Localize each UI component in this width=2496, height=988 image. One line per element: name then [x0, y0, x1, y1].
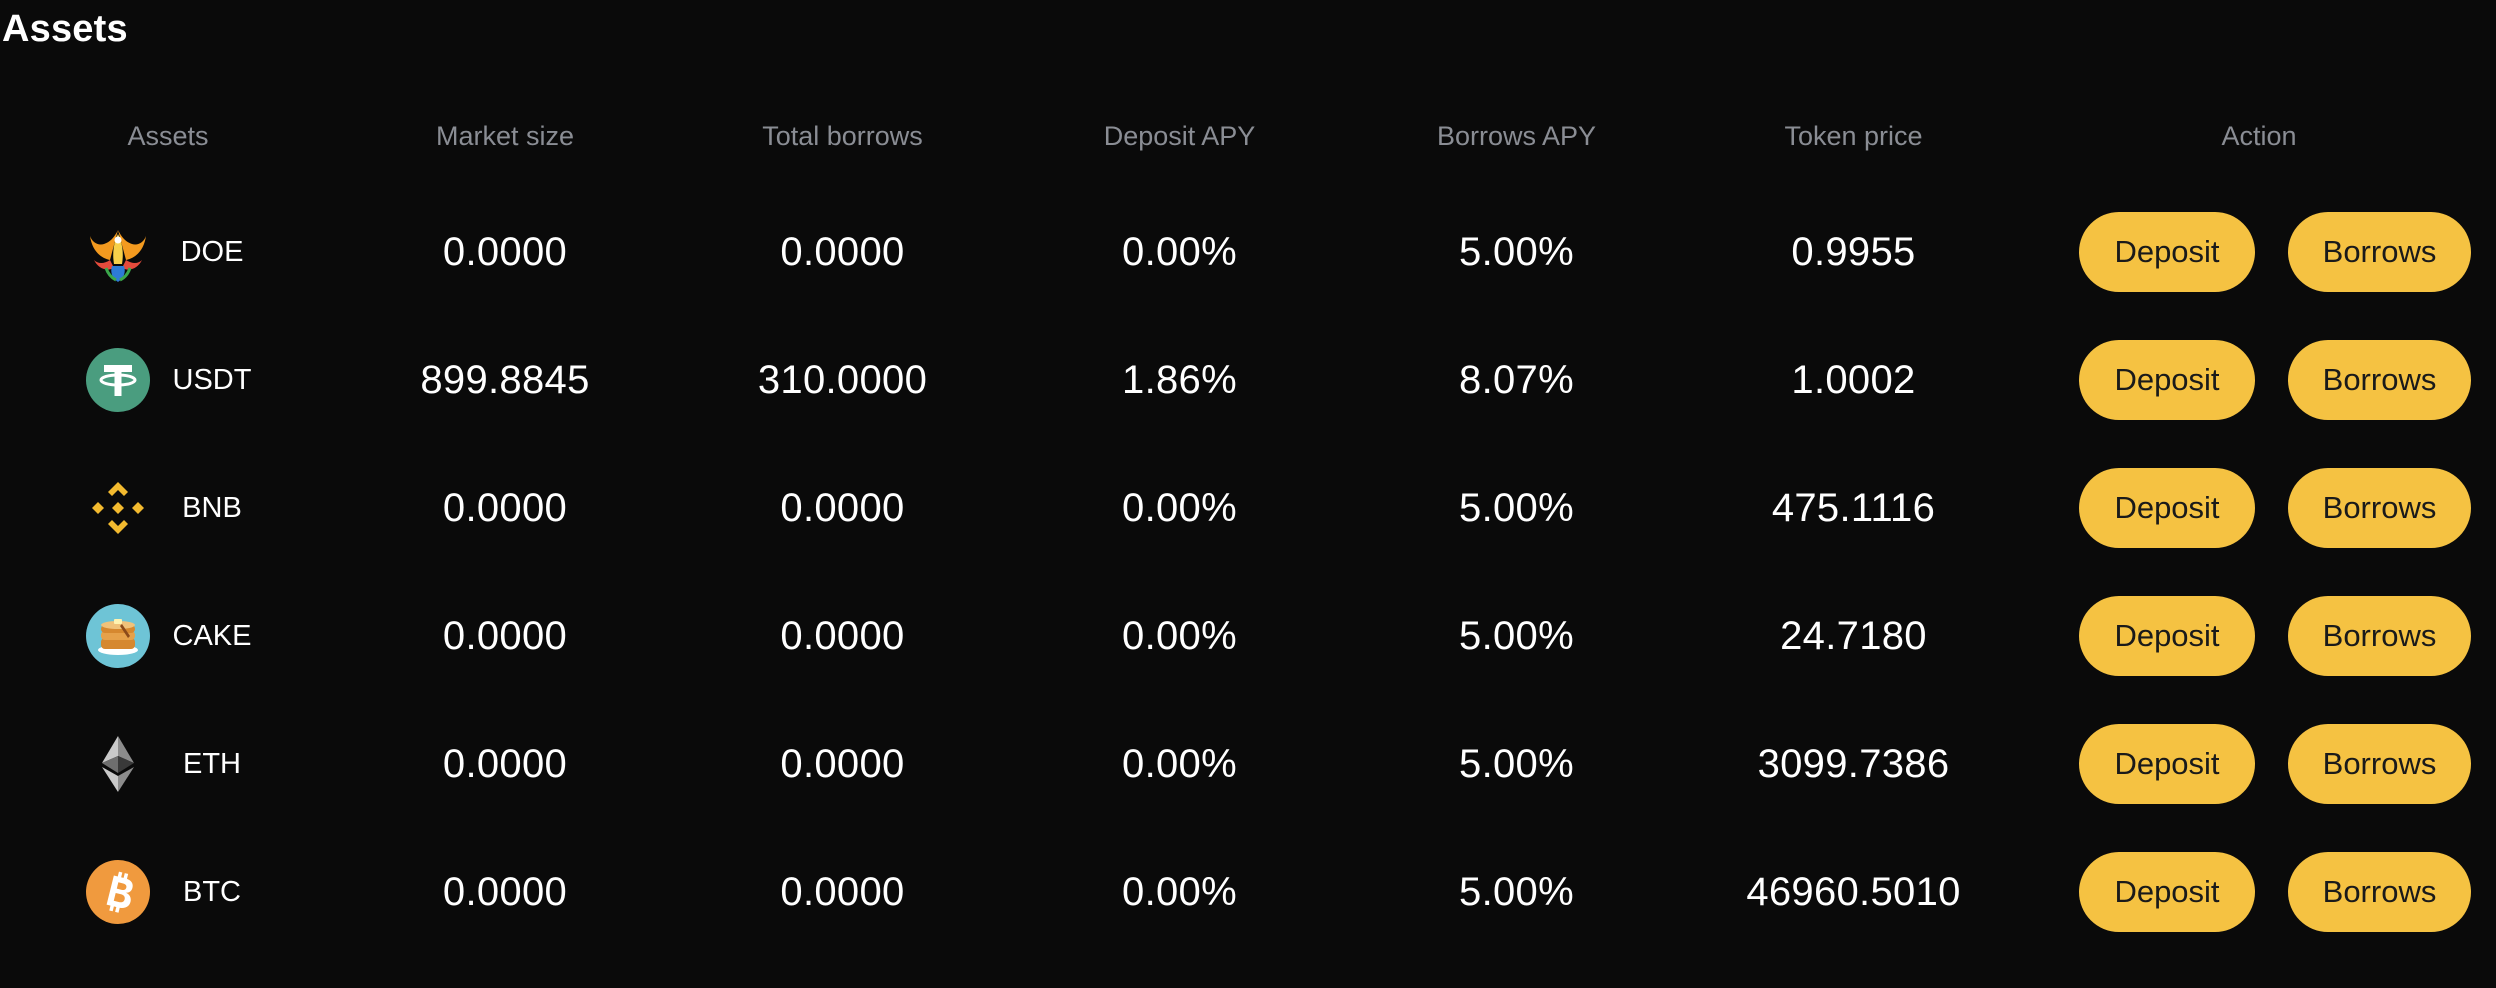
column-header-deposit-apy: Deposit APY	[1103, 121, 1256, 151]
token-price-cell: 475.1116	[1771, 485, 1936, 530]
total-borrows-cell: 0.0000	[780, 613, 905, 658]
deposit-button[interactable]: Deposit	[2079, 724, 2255, 804]
asset-cell: DOE	[0, 207, 336, 297]
token-price-cell: 0.9955	[1791, 229, 1916, 274]
column-header-borrows-apy: Borrows APY	[1436, 121, 1597, 151]
deposit-apy-cell: 1.86%	[1122, 357, 1237, 402]
table-row: CAKE 0.0000 0.0000 0.00% 5.00% 24.7180 D…	[0, 591, 2496, 681]
total-borrows-cell: 0.0000	[780, 485, 905, 530]
borrows-button[interactable]: Borrows	[2288, 596, 2471, 676]
deposit-button[interactable]: Deposit	[2079, 596, 2255, 676]
asset-name: ETH	[183, 748, 241, 780]
borrows-apy-cell: 8.07%	[1459, 357, 1574, 402]
table-row: BNB 0.0000 0.0000 0.00% 5.00% 475.1116 D…	[0, 463, 2496, 553]
deposit-button[interactable]: Deposit	[2079, 852, 2255, 932]
table-row: USDT 899.8845 310.0000 1.86% 8.07% 1.000…	[0, 335, 2496, 425]
market-size-cell: 0.0000	[442, 613, 568, 658]
total-borrows-cell: 0.0000	[780, 229, 905, 274]
borrows-apy-cell: 5.00%	[1459, 613, 1574, 658]
total-borrows-cell: 310.0000	[757, 357, 928, 402]
deposit-apy-cell: 0.00%	[1122, 485, 1237, 530]
doe-phoenix-icon	[90, 230, 146, 282]
page-title: Assets	[2, 8, 128, 50]
market-size-cell: 0.0000	[442, 485, 568, 530]
borrows-apy-cell: 5.00%	[1459, 229, 1574, 274]
borrows-apy-cell: 5.00%	[1459, 741, 1574, 786]
table-row: ETH 0.0000 0.0000 0.00% 5.00% 3099.7386 …	[0, 719, 2496, 809]
column-header-action: Action	[2221, 121, 2297, 151]
total-borrows-cell: 0.0000	[780, 869, 905, 914]
asset-name: CAKE	[172, 620, 252, 652]
asset-name: BTC	[183, 876, 241, 908]
borrows-apy-cell: 5.00%	[1459, 869, 1574, 914]
asset-name: USDT	[172, 364, 252, 396]
market-size-cell: 0.0000	[442, 869, 568, 914]
deposit-apy-cell: 0.00%	[1122, 613, 1237, 658]
deposit-button[interactable]: Deposit	[2079, 340, 2255, 420]
asset-cell: ETH	[0, 719, 336, 809]
ethereum-icon	[102, 736, 134, 792]
asset-cell: BNB	[0, 463, 336, 553]
token-price-cell: 24.7180	[1780, 613, 1927, 658]
bnb-icon	[92, 482, 144, 534]
borrows-button[interactable]: Borrows	[2288, 724, 2471, 804]
deposit-apy-cell: 0.00%	[1122, 741, 1237, 786]
table-row: DOE 0.0000 0.0000 0.00% 5.00% 0.9955 Dep…	[0, 207, 2496, 297]
deposit-apy-cell: 0.00%	[1122, 229, 1237, 274]
borrows-button[interactable]: Borrows	[2288, 468, 2471, 548]
asset-cell: BTC	[0, 847, 336, 937]
deposit-button[interactable]: Deposit	[2079, 468, 2255, 548]
borrows-button[interactable]: Borrows	[2288, 340, 2471, 420]
deposit-button[interactable]: Deposit	[2079, 212, 2255, 292]
column-header-token-price: Token price	[1784, 121, 1923, 151]
token-price-cell: 3099.7386	[1757, 741, 1950, 786]
borrows-button[interactable]: Borrows	[2288, 212, 2471, 292]
table-header: Assets Market size Total borrows Deposit…	[0, 116, 2496, 156]
column-header-total-borrows: Total borrows	[762, 121, 923, 151]
market-size-cell: 899.8845	[420, 357, 590, 402]
asset-name: DOE	[180, 236, 244, 268]
bitcoin-icon	[86, 860, 150, 924]
borrows-apy-cell: 5.00%	[1459, 485, 1574, 530]
column-header-assets: Assets	[127, 121, 209, 151]
tether-icon	[86, 348, 150, 412]
table-row: BTC 0.0000 0.0000 0.00% 5.00% 46960.5010…	[0, 847, 2496, 937]
asset-cell: CAKE	[0, 591, 336, 681]
borrows-button[interactable]: Borrows	[2288, 852, 2471, 932]
market-size-cell: 0.0000	[442, 229, 568, 274]
total-borrows-cell: 0.0000	[780, 741, 905, 786]
deposit-apy-cell: 0.00%	[1122, 869, 1237, 914]
asset-name: BNB	[182, 492, 242, 524]
market-size-cell: 0.0000	[442, 741, 568, 786]
token-price-cell: 46960.5010	[1746, 869, 1961, 914]
pancake-icon	[86, 604, 150, 668]
token-price-cell: 1.0002	[1791, 357, 1916, 402]
asset-cell: USDT	[0, 335, 336, 425]
column-header-market-size: Market size	[435, 121, 575, 151]
